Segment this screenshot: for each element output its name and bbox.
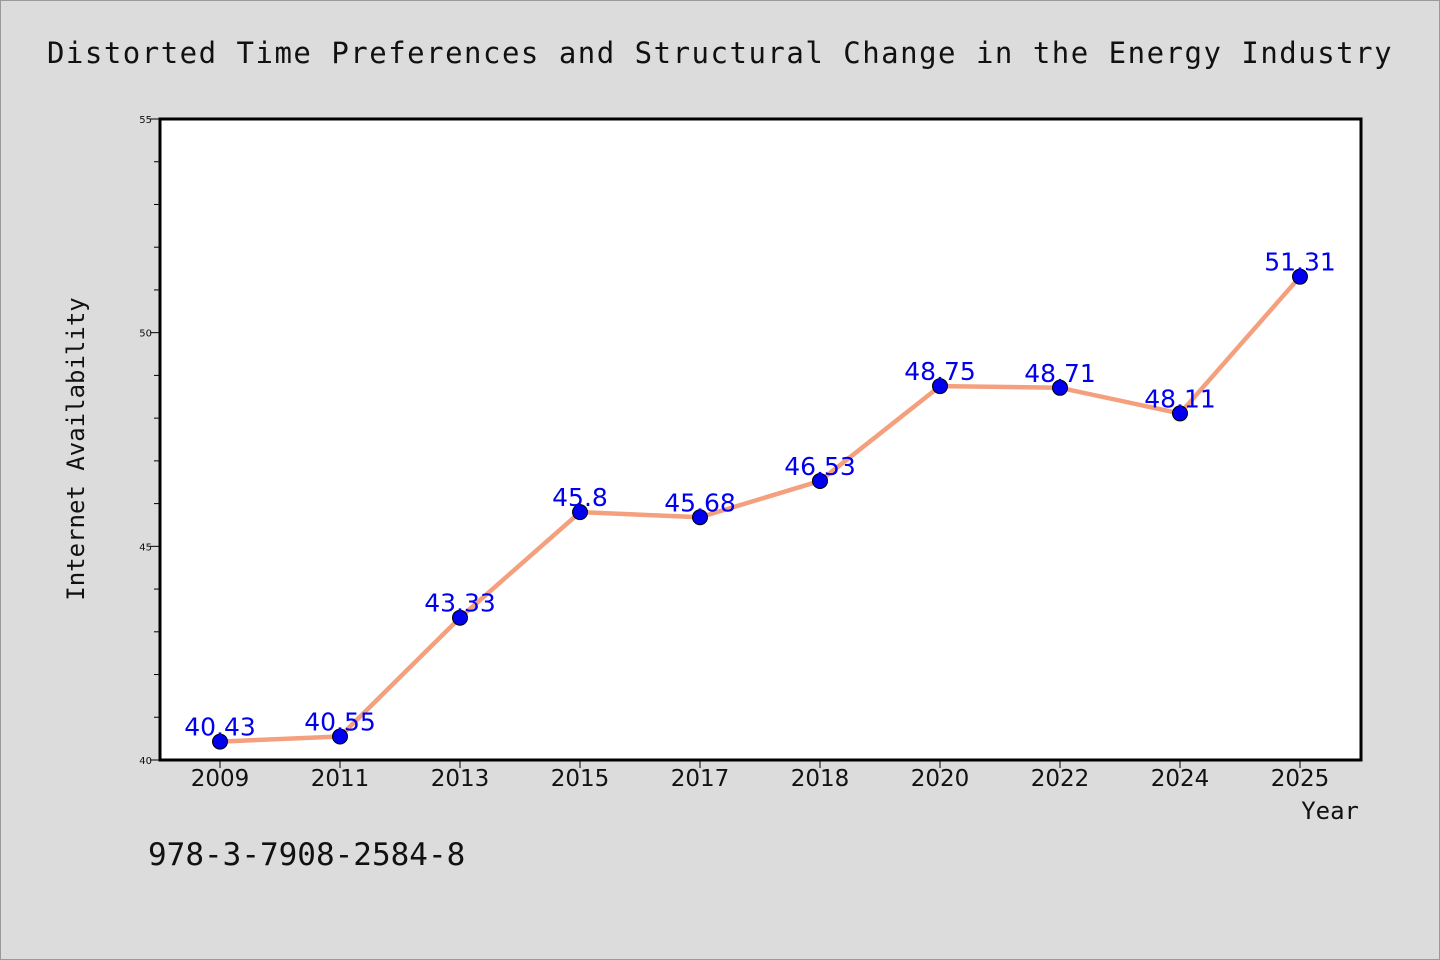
x-tick-label: 2025	[1271, 766, 1330, 792]
data-label: 40.55	[304, 707, 376, 736]
x-tick-label: 2017	[671, 766, 730, 792]
y-axis-label: Internet Availability	[62, 297, 90, 600]
data-point	[1292, 268, 1308, 285]
data-label: 43.33	[424, 589, 496, 618]
chart-title: Distorted Time Preferences and Structura…	[47, 36, 1393, 70]
y-tick-label: 40	[139, 756, 152, 767]
x-tick-label: 2020	[911, 766, 970, 792]
series-line	[219, 275, 1302, 744]
x-tick-label: 2015	[551, 766, 610, 792]
data-point	[212, 733, 228, 750]
data-label: 45.8	[552, 483, 608, 512]
x-tick-label: 2009	[191, 766, 250, 792]
data-label: 45.68	[664, 488, 736, 517]
plot-area	[158, 117, 1363, 762]
data-label: 51.31	[1264, 248, 1336, 277]
data-label: 46.53	[784, 452, 856, 481]
data-point	[572, 504, 588, 521]
data-point	[692, 509, 708, 526]
data-label: 40.43	[184, 713, 256, 742]
x-tick-label: 2013	[431, 766, 490, 792]
x-axis: 2009 2011 2013 2015 2017 2018 2020 2022 2024 2025	[191, 760, 1330, 792]
x-tick-label: 2024	[1151, 766, 1210, 792]
data-point	[452, 609, 468, 626]
y-tick-label: 45	[139, 542, 152, 553]
data-label: 48.75	[904, 357, 976, 386]
y-tick-label: 55	[139, 115, 152, 126]
x-tick-label: 2011	[311, 766, 370, 792]
x-axis-label: Year	[1301, 797, 1359, 825]
data-label: 48.11	[1144, 384, 1216, 413]
data-point	[1052, 379, 1068, 396]
series-markers	[212, 268, 1308, 750]
y-tick-label: 50	[139, 329, 152, 340]
data-label: 48.71	[1024, 359, 1096, 388]
y-axis: 40 45 50 55	[139, 115, 160, 767]
x-tick-label: 2018	[791, 766, 850, 792]
data-point	[932, 378, 948, 395]
data-point	[1172, 405, 1188, 422]
data-point	[332, 728, 348, 745]
data-labels: 40.43 40.55 43.33 45.8 45.68 46.53 48.75 48.71 4…	[184, 248, 1336, 742]
data-point	[812, 472, 828, 489]
x-tick-label: 2022	[1031, 766, 1090, 792]
isbn-text: 978-3-7908-2584-8	[148, 837, 465, 873]
